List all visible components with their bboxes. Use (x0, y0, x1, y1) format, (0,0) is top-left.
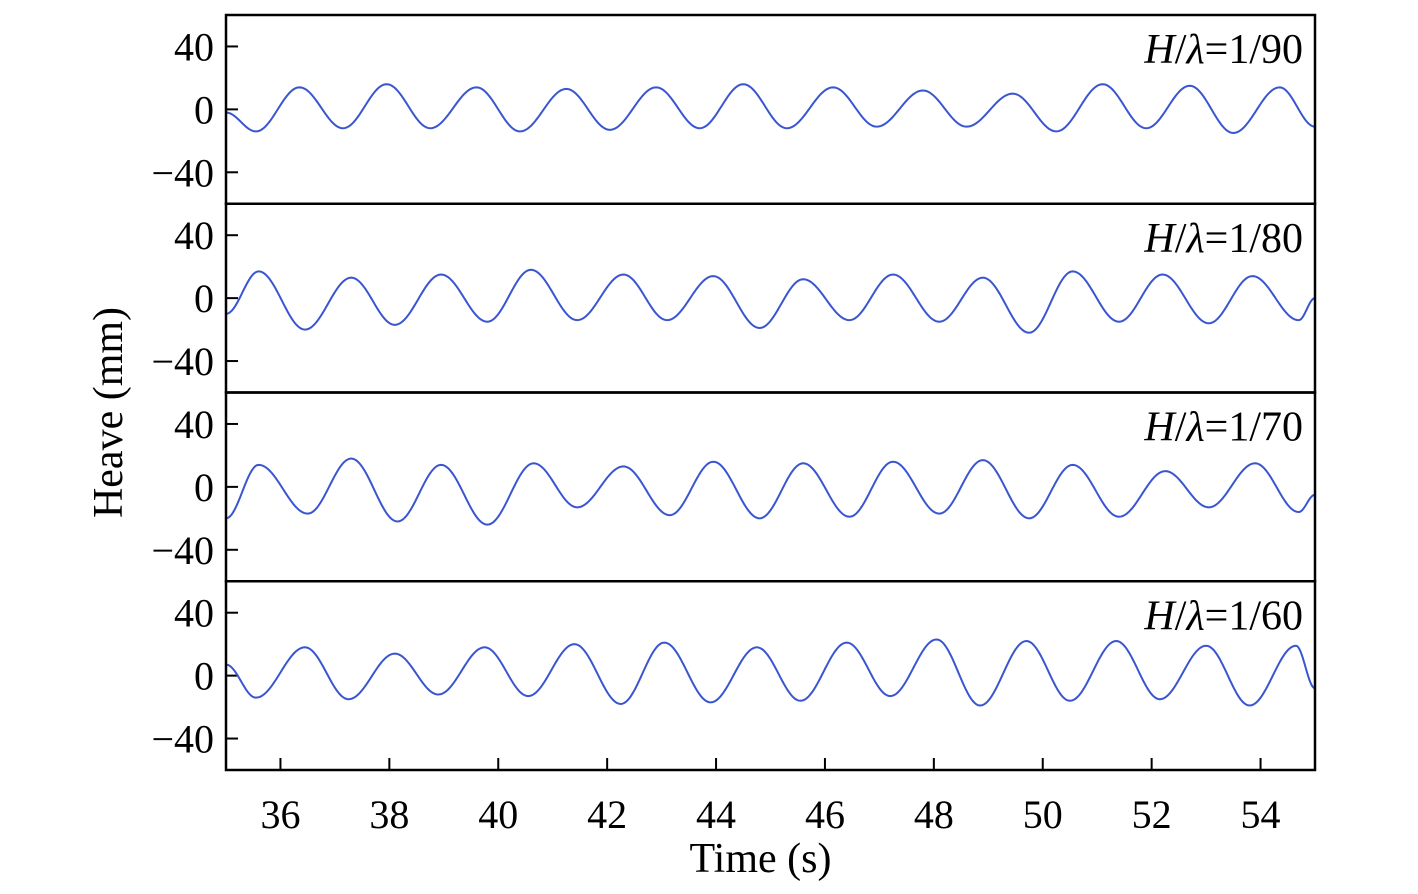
panel-3: 40 0 −40 H/λ=1/70 (151, 391, 1317, 583)
panel-4: 40 0 −40 H/λ=1/60 (151, 580, 1317, 772)
x-tick-label: 54 (1241, 792, 1281, 837)
y-tick-label: −40 (151, 339, 214, 384)
panel-1: 40 0 −40 H/λ=1/90 (151, 13, 1317, 205)
y-tick-label: 0 (194, 654, 214, 699)
y-axis-title: Heave (mm) (86, 307, 132, 518)
series-label: H/λ=1/60 (1143, 593, 1303, 639)
heave-series-line (225, 457, 1316, 526)
x-tick-label: 44 (696, 792, 736, 837)
x-tick-label: 52 (1132, 792, 1172, 837)
y-tick-label: −40 (151, 717, 214, 762)
y-tick-label: 0 (194, 276, 214, 321)
y-tick-label: 40 (174, 591, 214, 636)
y-tick-label: 0 (194, 87, 214, 132)
x-tick-label: 50 (1023, 792, 1063, 837)
heave-series-line (225, 83, 1316, 134)
panels-group: 40 0 −40 H/λ=1/90 40 0 −40 H/λ=1/80 40 0 −40 H/λ=1/… (151, 13, 1317, 772)
y-tick-label: 40 (174, 213, 214, 258)
series-label: H/λ=1/70 (1143, 405, 1303, 451)
y-tick-label: −40 (151, 528, 214, 573)
panel-frame (224, 580, 1317, 772)
x-axis: 36 38 40 42 44 46 48 50 52 54 (260, 758, 1281, 837)
x-tick-label: 48 (914, 792, 954, 837)
x-tick-label: 36 (260, 792, 300, 837)
panel-2: 40 0 −40 H/λ=1/80 (151, 202, 1317, 394)
y-tick-label: −40 (151, 150, 214, 195)
x-tick-label: 40 (478, 792, 518, 837)
series-label: H/λ=1/80 (1143, 216, 1303, 262)
y-tick-label: 40 (174, 24, 214, 69)
x-axis-title: Time (s) (690, 836, 832, 882)
y-tick-label: 0 (194, 465, 214, 510)
heave-series-line (225, 638, 1316, 707)
x-tick-label: 42 (587, 792, 627, 837)
y-tick-label: 40 (174, 402, 214, 447)
series-label: H/λ=1/90 (1143, 27, 1303, 73)
heave-series-line (225, 268, 1316, 334)
x-tick-label: 38 (369, 792, 409, 837)
x-tick-label: 46 (805, 792, 845, 837)
